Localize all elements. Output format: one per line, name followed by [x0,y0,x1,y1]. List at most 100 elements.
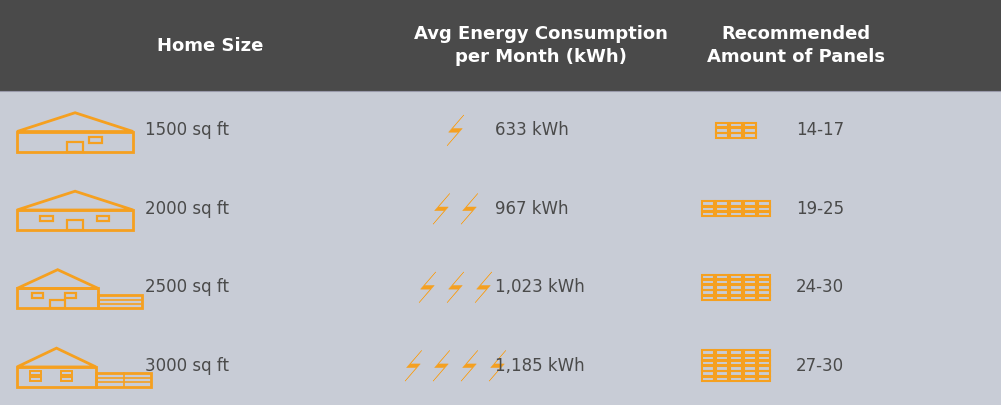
Bar [716,296,728,300]
Bar [758,280,770,284]
Bar [716,280,728,284]
Bar [744,290,756,295]
Bar [702,366,714,371]
Text: 2500 sq ft: 2500 sq ft [145,278,229,296]
Bar [702,296,714,300]
Bar [17,132,133,151]
Bar [730,280,742,284]
Bar [17,367,96,387]
Bar [702,207,714,211]
Bar [730,296,742,300]
Bar [744,371,756,376]
Bar [702,275,714,279]
Text: Recommended
Amount of Panels: Recommended Amount of Panels [707,25,885,66]
Text: 19-25: 19-25 [796,200,844,218]
Polygon shape [489,350,506,381]
Polygon shape [461,350,477,381]
Bar [744,123,756,127]
Bar [744,212,756,216]
Bar [730,128,742,132]
Bar [716,350,728,355]
Bar [730,275,742,279]
Bar [730,371,742,376]
Bar [716,275,728,279]
Bar [758,201,770,206]
Bar [716,212,728,216]
Bar [730,212,742,216]
Text: 633 kWh: 633 kWh [495,122,570,139]
Text: 1,023 kWh: 1,023 kWh [495,278,586,296]
Bar [744,133,756,138]
Text: Home Size: Home Size [157,36,263,55]
Text: 24-30: 24-30 [796,278,844,296]
Bar [702,371,714,376]
Bar [758,361,770,365]
Bar [716,201,728,206]
Text: Avg Energy Consumption
per Month (kWh): Avg Energy Consumption per Month (kWh) [413,25,668,66]
Text: 967 kWh: 967 kWh [495,200,569,218]
Bar [716,377,728,381]
Bar [40,216,53,221]
Bar [730,377,742,381]
Bar [61,377,72,381]
Bar [758,377,770,381]
Bar [96,373,151,387]
FancyBboxPatch shape [0,0,1001,91]
Bar [716,133,728,138]
Bar [744,280,756,284]
Bar [758,285,770,290]
Bar [65,293,76,298]
Bar [716,371,728,376]
Bar [702,285,714,290]
Bar [730,123,742,127]
Bar [702,356,714,360]
Bar [32,293,43,298]
Bar [744,356,756,360]
Bar [716,207,728,211]
Bar [758,371,770,376]
Bar [716,128,728,132]
Bar [96,216,109,221]
Text: 27-30: 27-30 [796,357,844,375]
Text: 1,185 kWh: 1,185 kWh [495,357,586,375]
FancyBboxPatch shape [0,91,1001,405]
Polygon shape [447,272,463,303]
Bar [30,377,41,381]
Bar [744,361,756,365]
Bar [702,201,714,206]
Bar [758,366,770,371]
Bar [744,285,756,290]
Bar [17,210,133,230]
Bar [716,285,728,290]
Bar [730,356,742,360]
Bar [89,137,102,143]
Bar [730,207,742,211]
Bar [730,201,742,206]
Bar [744,207,756,211]
Text: 2000 sq ft: 2000 sq ft [145,200,229,218]
Bar [61,371,72,375]
Bar [67,142,83,151]
Bar [716,356,728,360]
Bar [67,220,83,230]
Bar [744,201,756,206]
Bar [744,128,756,132]
Text: 14-17: 14-17 [796,122,844,139]
Polygon shape [433,194,449,224]
Bar [744,275,756,279]
Bar [716,366,728,371]
Bar [716,123,728,127]
Bar [702,361,714,365]
Text: 1500 sq ft: 1500 sq ft [145,122,229,139]
Bar [744,377,756,381]
Bar [30,371,41,375]
Bar [730,361,742,365]
Bar [716,361,728,365]
Polygon shape [447,115,463,146]
Bar [744,366,756,371]
Bar [758,356,770,360]
Bar [702,280,714,284]
Bar [98,296,142,309]
Bar [716,290,728,295]
Bar [758,207,770,211]
